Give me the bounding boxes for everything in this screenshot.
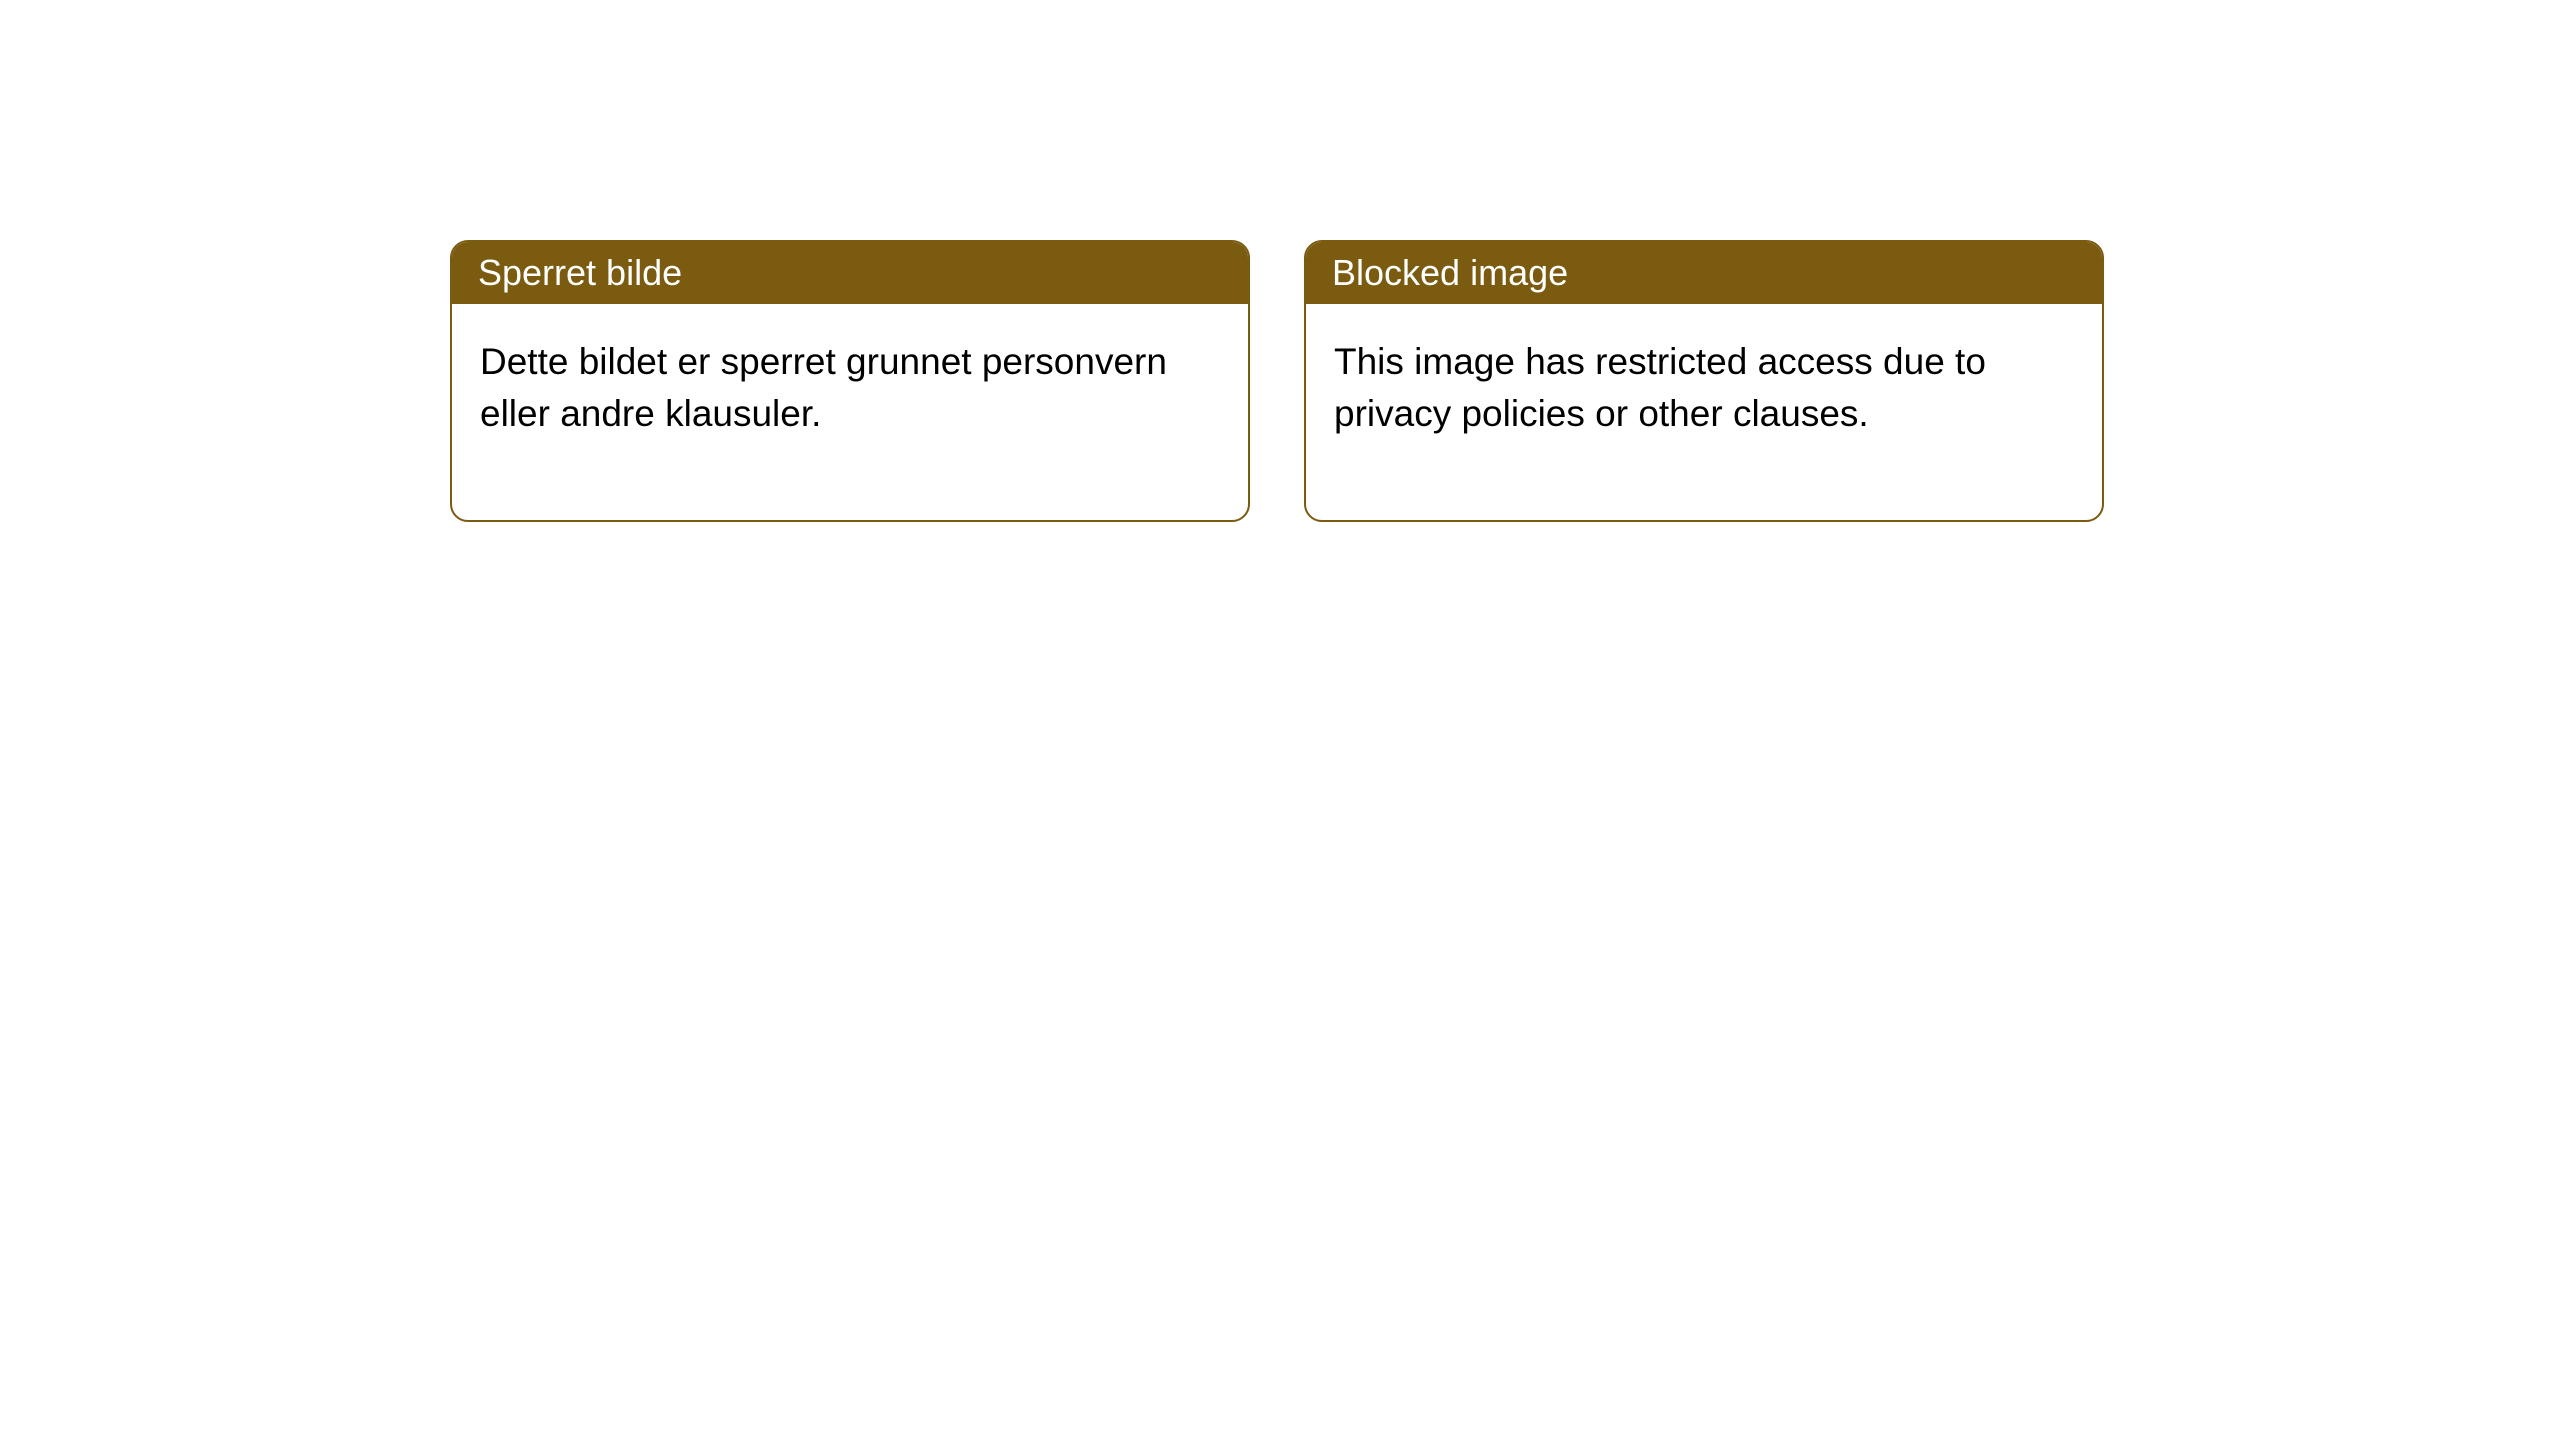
notice-container: Sperret bilde Dette bildet er sperret gr…	[450, 240, 2104, 522]
notice-header-norwegian: Sperret bilde	[452, 242, 1248, 304]
notice-header-english: Blocked image	[1306, 242, 2102, 304]
notice-body-norwegian: Dette bildet er sperret grunnet personve…	[452, 304, 1248, 520]
notice-body-english: This image has restricted access due to …	[1306, 304, 2102, 520]
notice-card-english: Blocked image This image has restricted …	[1304, 240, 2104, 522]
notice-card-norwegian: Sperret bilde Dette bildet er sperret gr…	[450, 240, 1250, 522]
